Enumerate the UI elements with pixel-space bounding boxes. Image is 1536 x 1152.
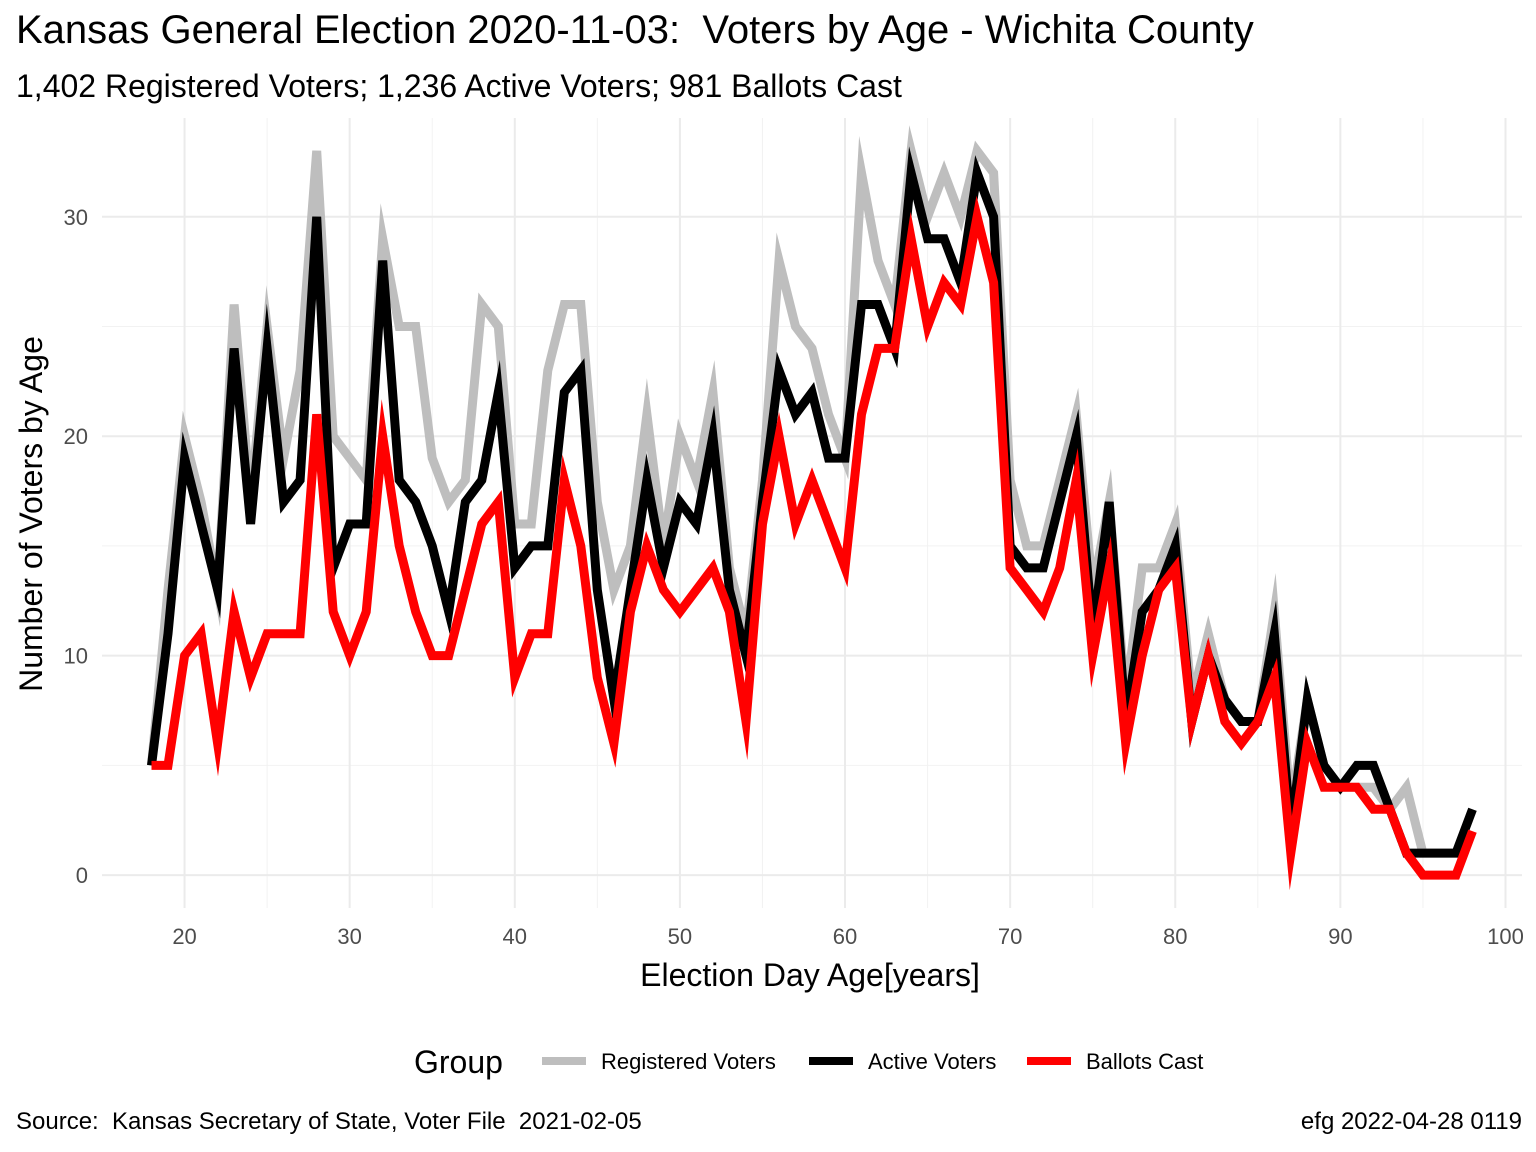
x-tick-label: 20 bbox=[172, 924, 196, 949]
x-tick-label: 30 bbox=[337, 924, 361, 949]
y-tick-label: 30 bbox=[64, 205, 88, 230]
y-tick-label: 20 bbox=[64, 424, 88, 449]
chart-title: Kansas General Election 2020-11-03: Vote… bbox=[16, 8, 1254, 52]
legend-title: Group bbox=[414, 1044, 503, 1080]
legend: Group Registered Voters Active Voters Ba… bbox=[414, 1044, 1203, 1080]
source-caption: Source: Kansas Secretary of State, Voter… bbox=[16, 1108, 642, 1135]
x-tick-labels: 20 30 40 50 60 70 80 90 100 bbox=[172, 924, 1524, 949]
timestamp-caption: efg 2022-04-28 0119 bbox=[1300, 1108, 1522, 1135]
x-tick-label: 60 bbox=[833, 924, 857, 949]
y-tick-label: 10 bbox=[64, 644, 88, 669]
x-tick-label: 90 bbox=[1328, 924, 1352, 949]
x-tick-label: 80 bbox=[1163, 924, 1187, 949]
chart-subtitle: 1,402 Registered Voters; 1,236 Active Vo… bbox=[16, 68, 902, 104]
legend-label-registered: Registered Voters bbox=[601, 1049, 776, 1074]
y-axis-title: Number of Voters by Age bbox=[13, 336, 49, 692]
y-tick-labels: 0 10 20 30 bbox=[64, 205, 88, 888]
legend-label-active: Active Voters bbox=[868, 1049, 996, 1074]
series-lines bbox=[147, 125, 1477, 891]
x-tick-label: 50 bbox=[668, 924, 692, 949]
legend-label-ballots: Ballots Cast bbox=[1086, 1049, 1203, 1074]
y-tick-label: 0 bbox=[76, 863, 88, 888]
x-tick-label: 40 bbox=[503, 924, 527, 949]
x-tick-label: 70 bbox=[998, 924, 1022, 949]
x-tick-label: 100 bbox=[1487, 924, 1524, 949]
x-axis-title: Election Day Age[years] bbox=[640, 957, 980, 993]
series-line-ballots-cast bbox=[151, 195, 1477, 891]
